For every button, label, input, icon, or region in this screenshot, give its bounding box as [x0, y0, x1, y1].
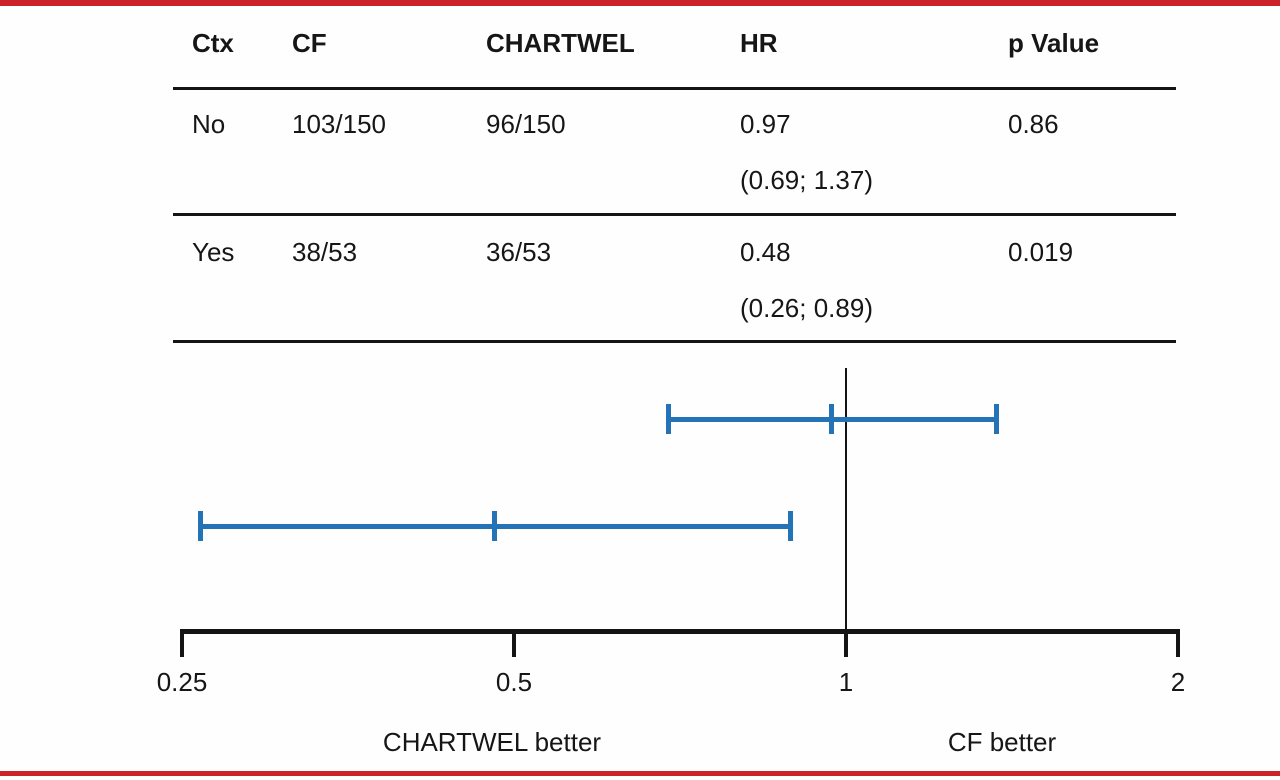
x-tick-label: 0.25 — [156, 667, 208, 697]
axis-label-cf-better: CF better — [947, 727, 1057, 757]
ci-lower-cap — [198, 511, 204, 541]
x-axis-tick — [1176, 629, 1180, 657]
row1-cf: 103/150 — [292, 109, 386, 139]
ci-lower-cap — [665, 404, 671, 434]
x-tick-label: 0.5 — [495, 667, 533, 697]
col-header-cf: CF — [292, 28, 327, 58]
table-rule-bottom — [173, 340, 1176, 343]
row1-pvalue: 0.86 — [1008, 109, 1059, 139]
col-header-chartwel: CHARTWEL — [486, 28, 635, 58]
row1-chartwel: 96/150 — [486, 109, 566, 139]
reference-line-hr1 — [845, 368, 847, 634]
table-rule-header — [173, 87, 1176, 90]
top-border-rule — [0, 0, 1280, 6]
col-header-ctx: Ctx — [192, 28, 234, 58]
col-header-pvalue: p Value — [1008, 28, 1100, 58]
row2-pvalue: 0.019 — [1008, 237, 1074, 267]
x-tick-label: 2 — [1170, 667, 1186, 697]
row1-hr: 0.97 — [740, 109, 791, 139]
x-axis-tick — [180, 629, 184, 657]
row2-hr: 0.48 — [740, 237, 791, 267]
row2-ctx: Yes — [192, 237, 235, 267]
x-axis-tick — [512, 629, 516, 657]
row1-ci: (0.69; 1.37) — [740, 165, 873, 195]
bottom-border-rule — [0, 771, 1280, 776]
row2-chartwel: 36/53 — [486, 237, 552, 267]
x-tick-label: 1 — [838, 667, 854, 697]
axis-label-chartwel-better: CHARTWEL better — [382, 727, 602, 757]
row2-cf: 38/53 — [292, 237, 358, 267]
ci-upper-cap — [994, 404, 1000, 434]
x-axis-line — [180, 629, 1180, 634]
ci-upper-cap — [787, 511, 793, 541]
row1-ctx: No — [192, 109, 226, 139]
table-rule-mid — [173, 213, 1176, 216]
point-estimate-tick — [491, 511, 497, 541]
col-header-hr: HR — [740, 28, 778, 58]
x-axis-tick — [844, 629, 848, 657]
row2-ci: (0.26; 0.89) — [740, 293, 873, 323]
point-estimate-tick — [828, 404, 834, 434]
